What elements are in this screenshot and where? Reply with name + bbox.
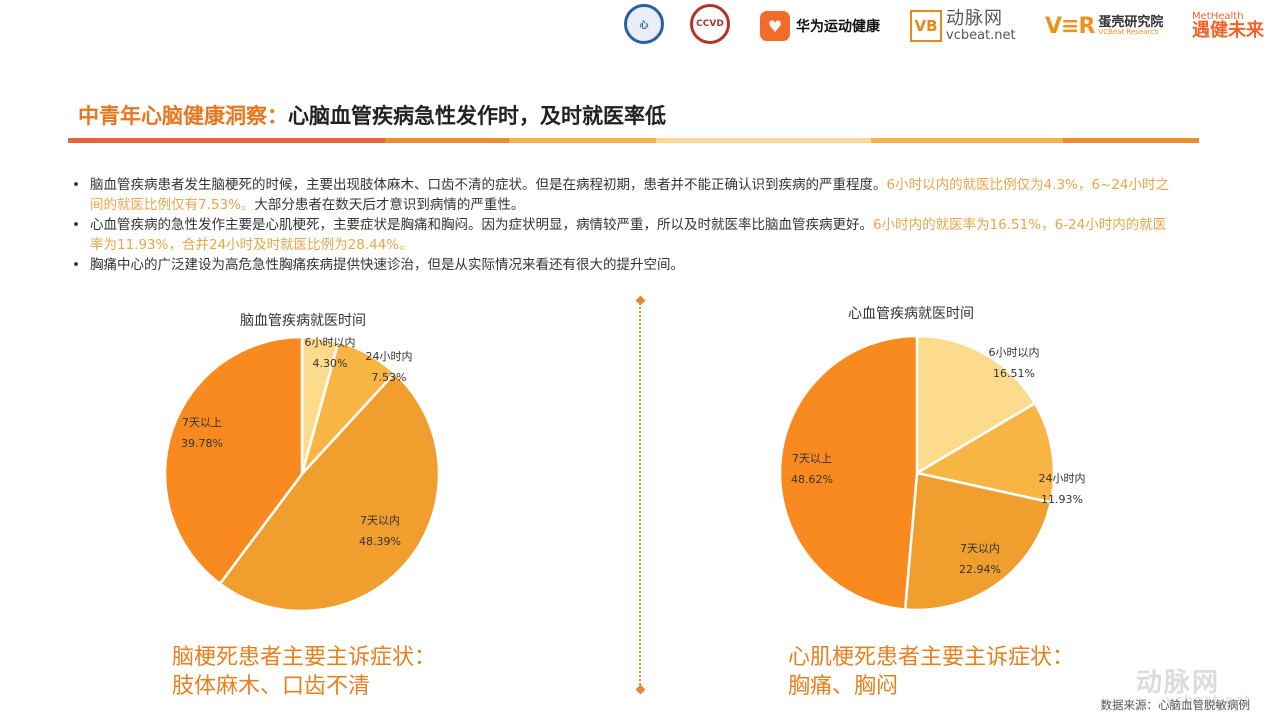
pie-slice xyxy=(913,401,1056,504)
slice-percent: 11.93% xyxy=(1041,493,1083,506)
bullet-item: 脑血管疾病患者发生脑梗死的时候，主要出现肢体麻木、口齿不清的症状。但是在病程初期… xyxy=(72,175,1172,215)
vcbeat-mark-icon: VB xyxy=(910,10,942,42)
pie-slice-label: 7天以上 48.62% xyxy=(782,448,842,490)
association-seal-logo: 心 xyxy=(624,4,664,44)
vcbeat-research-logo: V≡R 蛋壳研究院 VCBeat Research xyxy=(1045,4,1163,48)
slice-category: 7天以内 xyxy=(960,542,1000,555)
page-title: 中青年心脑健康洞察：心脑血管疾病急性发作时，及时就医率低 xyxy=(78,100,666,130)
insight-bullets: 脑血管疾病患者发生脑梗死的时候，主要出现肢体麻木、口齿不清的症状。但是在病程初期… xyxy=(72,175,1172,275)
bar-segment xyxy=(68,138,385,143)
vbr-name: 蛋壳研究院 xyxy=(1098,15,1164,30)
methealth-logo: MetHealth 遇健未来 xyxy=(1192,4,1264,48)
vcbeat-name: 动脉网 xyxy=(946,7,1003,29)
chart-title: 心血管疾病就医时间 xyxy=(848,306,974,322)
bar-segment xyxy=(870,138,1064,143)
methealth-bottom: 遇健未来 xyxy=(1192,20,1264,41)
pie-slice-label: 6小时以内 16.51% xyxy=(984,342,1044,384)
bar-segment xyxy=(656,138,871,143)
pie-slice-label: 24小时内 11.93% xyxy=(1032,468,1092,510)
chart-title: 脑血管疾病就医时间 xyxy=(240,313,366,329)
vbr-sub: VCBeat Research xyxy=(1098,28,1159,36)
pie-slice xyxy=(778,334,919,611)
title-main: 心脑血管疾病急性发作时，及时就医率低 xyxy=(288,104,666,128)
pie-slices xyxy=(163,335,441,613)
heart-icon: ♥ xyxy=(760,11,790,41)
bar-segment xyxy=(509,138,657,143)
slice-category: 6小时以内 xyxy=(988,346,1040,359)
pie-slice xyxy=(218,371,441,613)
ccvd-seal-logo: CCVD xyxy=(690,4,730,44)
pie-slice-label: 6小时以内 4.30% xyxy=(300,332,360,374)
bar-segment xyxy=(1063,138,1199,143)
dotted-divider xyxy=(639,300,641,692)
cerebrovascular-pie-chart: 脑血管疾病就医时间 6小时以内 4.30% 24小时内 7.53% 7天以内 48.39%… xyxy=(163,313,441,613)
left-caption: 脑梗死患者主要主诉症状： 肢体麻木、口齿不清 xyxy=(172,645,437,699)
right-caption: 心肌梗死患者主要主诉症状： 胸痛、胸闷 xyxy=(788,645,1075,699)
slice-percent: 16.51% xyxy=(993,367,1035,380)
slice-category: 6小时以内 xyxy=(304,336,356,349)
slice-category: 24小时内 xyxy=(1038,472,1086,485)
highlight-text: 6小时内的就医率为16.51%，6-24小时内的就医率为11.93%，合并24小… xyxy=(90,217,1167,253)
bullet-item: 胸痛中心的广泛建设为高危急性胸痛疾病提供快速诊治，但是从实际情况来看还有很大的提… xyxy=(72,255,1172,275)
pie-slice xyxy=(903,471,1053,612)
bar-segment xyxy=(384,138,510,143)
pie-slice-label: 7天以上 39.78% xyxy=(172,412,232,454)
slice-category: 24小时内 xyxy=(365,350,413,363)
slice-percent: 48.39% xyxy=(359,535,401,548)
bullet-item: 心血管疾病的急性发作主要是心肌梗死，主要症状是胸痛和胸闷。因为症状明显，病情较严… xyxy=(72,215,1172,255)
vbr-mark-icon: V≡R xyxy=(1045,13,1095,39)
slice-percent: 4.30% xyxy=(312,357,348,370)
slice-category: 7天以上 xyxy=(182,416,222,429)
pie-slice xyxy=(915,334,1037,476)
partner-logos: 心 CCVD ♥ 华为运动健康 VB 动脉网 vcbeat.net V≡R 蛋壳… xyxy=(620,4,1280,48)
slice-percent: 48.62% xyxy=(791,473,833,486)
vcbeat-url: vcbeat.net xyxy=(946,27,1016,43)
title-accent: 中青年心脑健康洞察： xyxy=(78,104,288,128)
slice-percent: 7.53% xyxy=(371,371,407,384)
pie-slice xyxy=(163,335,304,586)
slice-percent: 39.78% xyxy=(181,437,223,450)
slice-category: 7天以内 xyxy=(360,514,400,527)
vcbeat-watermark: 动脉网 vcbeat.net xyxy=(1136,668,1251,709)
vcbeat-logo: VB 动脉网 vcbeat.net xyxy=(910,4,1016,48)
highlight-text: 6小时以内的就医比例仅为4.3%，6~24小时之间的就医比例仅有7.53%。 xyxy=(90,177,1169,213)
huawei-health-logo: ♥ 华为运动健康 xyxy=(760,4,880,48)
slice-percent: 22.94% xyxy=(959,563,1001,576)
data-source-note: 数据来源：心脑血管脱敏病例 xyxy=(1100,698,1251,712)
methealth-top: MetHealth xyxy=(1192,11,1244,22)
title-underline-bar xyxy=(68,138,1199,143)
slice-category: 7天以上 xyxy=(792,452,832,465)
huawei-health-text: 华为运动健康 xyxy=(796,19,880,35)
pie-slice-label: 7天以内 22.94% xyxy=(950,538,1010,580)
pie-slice-label: 7天以内 48.39% xyxy=(350,510,410,552)
pie-slice-label: 24小时内 7.53% xyxy=(359,346,419,388)
